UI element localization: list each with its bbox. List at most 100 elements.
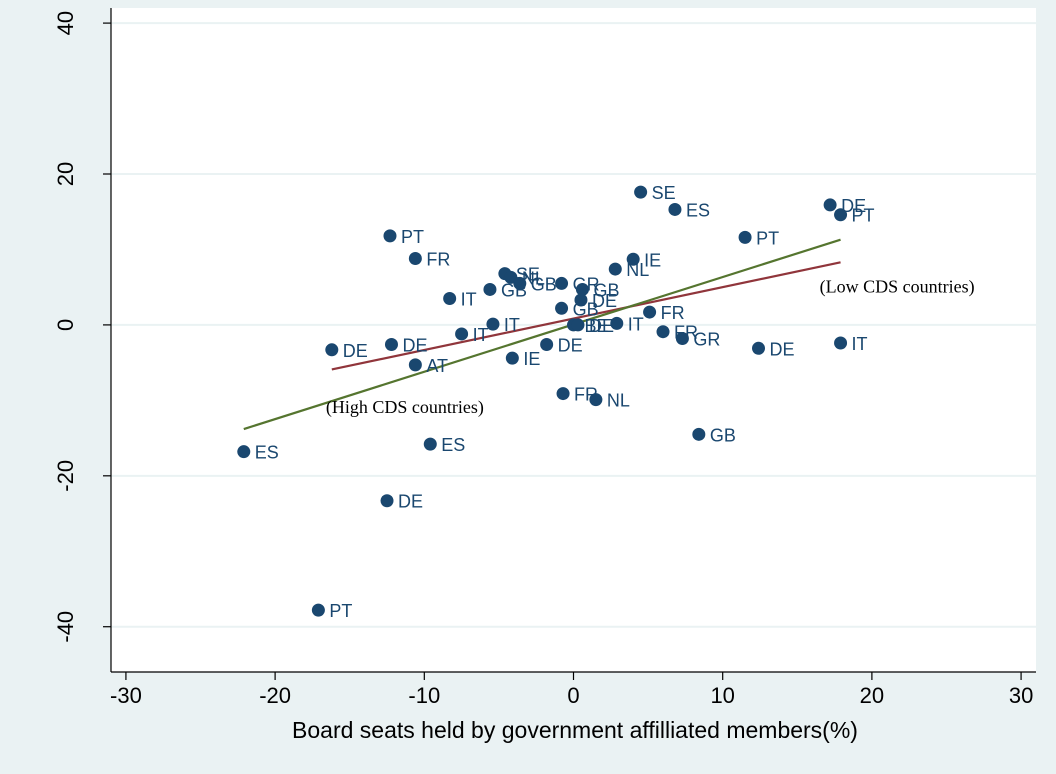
data-point: [574, 293, 588, 307]
point-label: DE: [402, 336, 427, 356]
data-point: [311, 603, 325, 617]
point-label: PT: [852, 206, 875, 226]
data-point: [692, 427, 706, 441]
point-label: GR: [573, 274, 600, 294]
data-point: [643, 305, 657, 319]
x-tick-label: -30: [110, 683, 142, 708]
point-label: IT: [473, 325, 489, 345]
data-point: [237, 445, 251, 459]
data-point: [626, 252, 640, 266]
y-tick-label: -40: [53, 611, 78, 643]
point-label: FR: [426, 250, 450, 270]
data-point: [455, 327, 469, 341]
data-point: [408, 358, 422, 372]
data-point: [325, 343, 339, 357]
data-point: [483, 282, 497, 296]
point-label: NL: [522, 268, 545, 288]
data-point: [513, 276, 527, 290]
plot-area: [111, 8, 1036, 672]
data-point: [668, 202, 682, 216]
data-point: [408, 252, 422, 266]
x-axis-label: Board seats held by government affilliat…: [292, 717, 858, 743]
data-point: [834, 336, 848, 350]
point-label: FR: [661, 303, 685, 323]
x-tick-label: 0: [567, 683, 579, 708]
y-tick-label: 20: [53, 162, 78, 186]
data-point: [575, 282, 589, 296]
point-label: DE: [589, 316, 614, 336]
data-point: [555, 276, 569, 290]
data-point: [610, 316, 624, 330]
data-point: [634, 185, 648, 199]
point-label: DE: [841, 196, 866, 216]
data-point: [556, 387, 570, 401]
point-label: IT: [628, 314, 644, 334]
data-point: [571, 318, 585, 332]
point-label: PT: [329, 601, 352, 621]
annotation-text: (High CDS countries): [326, 397, 484, 418]
point-label: IE: [523, 349, 540, 369]
point-label: DE: [592, 291, 617, 311]
data-point: [383, 229, 397, 243]
data-point: [486, 317, 500, 331]
x-tick-label: 30: [1009, 683, 1033, 708]
point-label: DE: [770, 339, 795, 359]
axes: -40 -20 0 20 40 -30 -20 -10 0 10 20 30: [53, 8, 1036, 708]
data-point: [505, 351, 519, 365]
point-label: DE: [343, 341, 368, 361]
point-label: FR: [574, 385, 598, 405]
data-point: [608, 262, 622, 276]
data-point: [738, 230, 752, 244]
point-label: ES: [255, 443, 279, 463]
point-label: AT: [426, 356, 448, 376]
data-point: [823, 198, 837, 212]
y-tick-label: 0: [53, 319, 78, 331]
y-tick-label: -20: [53, 460, 78, 492]
point-label: IE: [644, 250, 661, 270]
point-label: SE: [516, 265, 540, 285]
point-label: DE: [398, 492, 423, 512]
fit-lines: [243, 238, 841, 431]
point-label: GR: [693, 329, 720, 349]
data-point: [384, 338, 398, 352]
data-points: [237, 185, 848, 617]
point-label: NL: [607, 391, 630, 411]
point-label: PT: [401, 227, 424, 247]
point-label: FR: [674, 323, 698, 343]
data-point: [834, 208, 848, 222]
point-label: IT: [504, 315, 520, 335]
point-label: GB: [573, 299, 599, 319]
data-point: [656, 325, 670, 339]
fit-line: [243, 238, 841, 431]
x-tick-label: 20: [860, 683, 884, 708]
point-label: BE: [585, 316, 609, 336]
point-label: SE: [652, 183, 676, 203]
point-label: ES: [686, 200, 710, 220]
point-label: GB: [593, 280, 619, 300]
x-tick-label: -10: [408, 683, 440, 708]
data-point: [589, 393, 603, 407]
data-point: [380, 494, 394, 508]
fit-line: [331, 261, 841, 371]
data-point: [540, 338, 554, 352]
annotation-text: (Low CDS countries): [820, 276, 975, 297]
data-point: [443, 292, 457, 305]
point-label: NL: [626, 260, 649, 280]
point-label: PT: [756, 228, 779, 248]
point-label: GB: [531, 274, 557, 294]
annotations: (Low CDS countries) (High CDS countries): [326, 276, 975, 418]
point-label: ES: [441, 435, 465, 455]
data-point: [423, 437, 437, 451]
data-point: [675, 331, 689, 345]
x-tick-label: 10: [710, 683, 734, 708]
point-label: IT: [852, 334, 868, 354]
point-label: IT: [461, 290, 477, 310]
data-point: [555, 301, 569, 315]
point-label: GB: [501, 280, 527, 300]
x-tick-label: -20: [259, 683, 291, 708]
y-tick-label: 40: [53, 11, 78, 35]
point-label: GB: [710, 425, 736, 445]
point-label: DE: [558, 336, 583, 356]
